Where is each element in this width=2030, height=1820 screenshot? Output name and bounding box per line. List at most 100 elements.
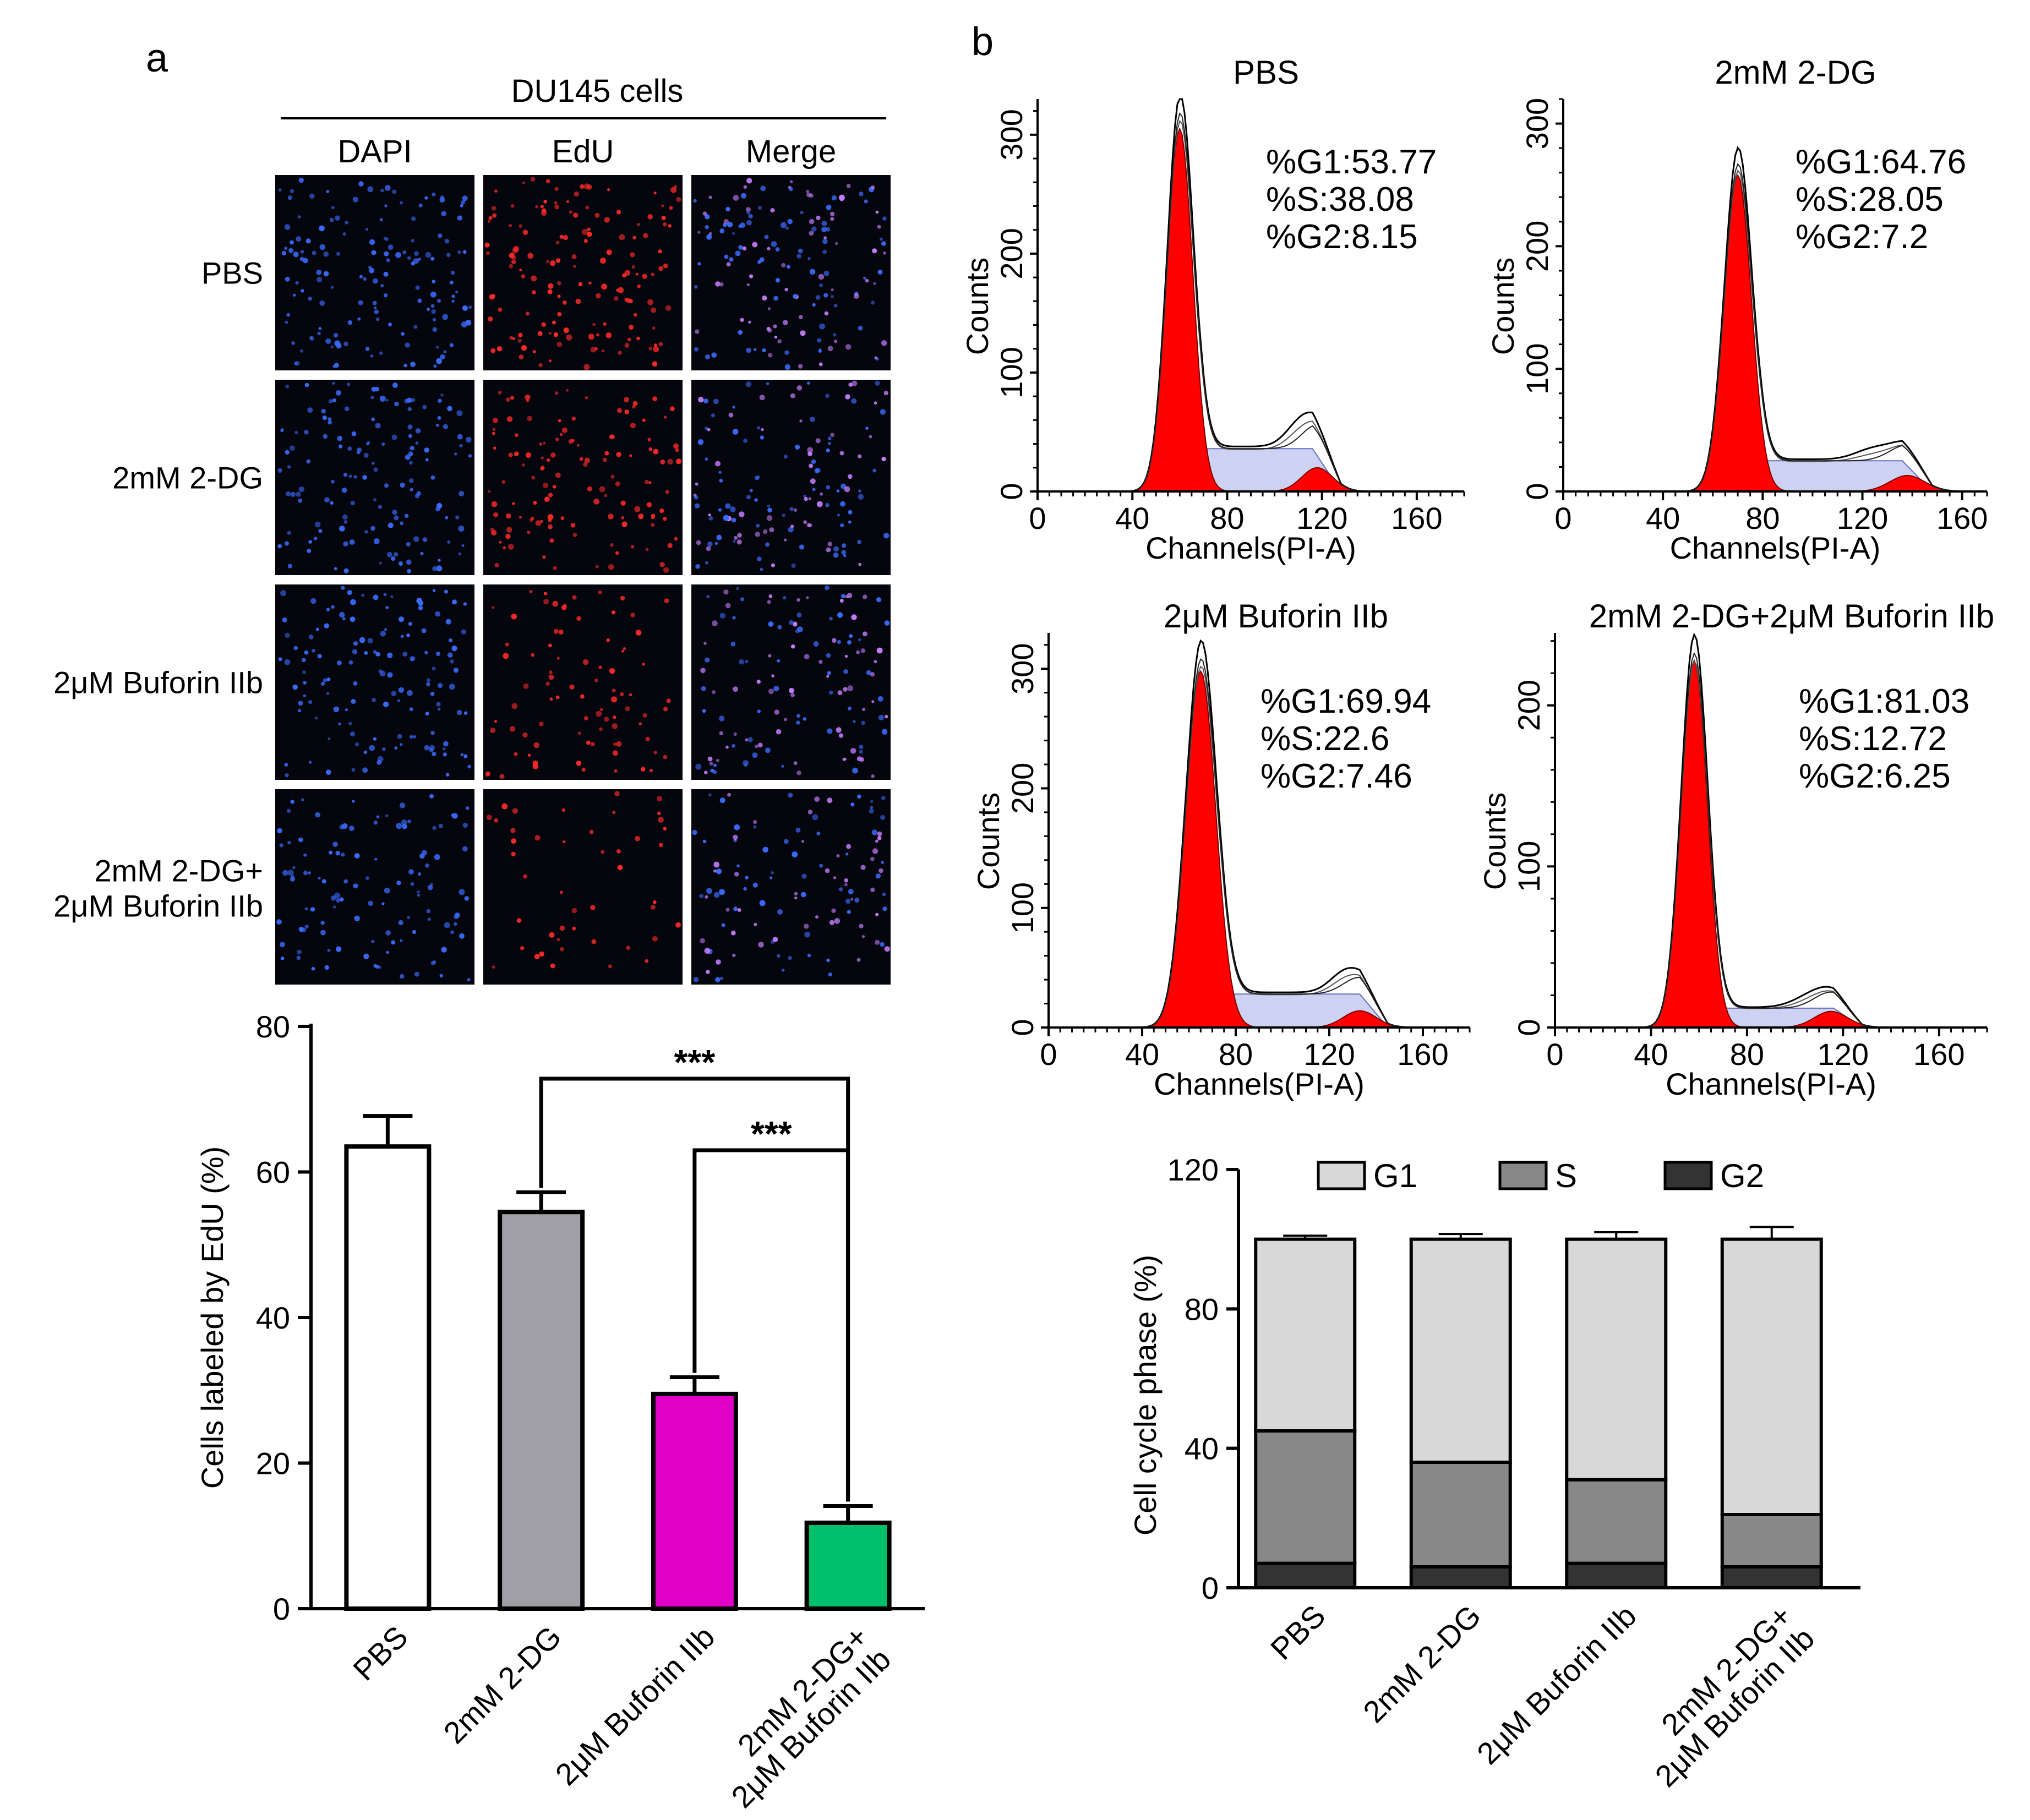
cell-nucleus bbox=[697, 231, 701, 234]
cell-nucleus bbox=[350, 616, 356, 622]
cell-nucleus bbox=[757, 260, 761, 264]
cell-nucleus bbox=[588, 334, 594, 340]
micrograph-background bbox=[275, 380, 474, 575]
cell-nucleus bbox=[319, 300, 325, 306]
cell-nucleus bbox=[591, 939, 597, 944]
cell-nucleus bbox=[804, 654, 810, 659]
cell-nucleus bbox=[408, 869, 414, 875]
cell-nucleus bbox=[312, 649, 315, 653]
cell-nucleus bbox=[405, 342, 410, 348]
cell-nucleus bbox=[379, 351, 383, 356]
cell-nucleus bbox=[506, 527, 512, 533]
cell-nucleus bbox=[745, 381, 752, 387]
cell-nucleus bbox=[441, 947, 447, 953]
cell-nucleus bbox=[447, 406, 452, 412]
cell-nucleus bbox=[368, 900, 373, 906]
cell-nucleus bbox=[385, 185, 391, 191]
x-tick-label-line: 2μM Buforin IIb bbox=[548, 1619, 721, 1792]
cell-nucleus bbox=[554, 187, 559, 191]
cell-nucleus bbox=[592, 323, 596, 326]
cell-nucleus bbox=[572, 533, 577, 537]
cell-nucleus bbox=[760, 435, 765, 440]
cell-nucleus bbox=[459, 933, 465, 939]
cell-nucleus bbox=[755, 745, 758, 748]
cell-nucleus bbox=[400, 743, 403, 746]
cell-nucleus bbox=[402, 250, 407, 255]
cell-nucleus bbox=[407, 256, 411, 260]
cell-nucleus bbox=[462, 822, 468, 828]
cell-nucleus bbox=[826, 448, 830, 452]
cell-nucleus bbox=[694, 347, 699, 352]
cell-nucleus bbox=[293, 646, 298, 651]
cell-nucleus bbox=[725, 206, 730, 212]
cell-nucleus bbox=[398, 920, 403, 926]
cell-nucleus bbox=[762, 846, 768, 853]
cell-nucleus bbox=[705, 457, 708, 461]
cell-nucleus bbox=[715, 977, 721, 982]
cell-nucleus bbox=[287, 195, 292, 200]
cell-nucleus bbox=[797, 626, 803, 632]
cell-nucleus bbox=[822, 249, 827, 254]
cell-nucleus bbox=[875, 210, 879, 214]
cell-nucleus bbox=[651, 523, 655, 527]
cell-nucleus bbox=[788, 527, 794, 533]
cell-nucleus bbox=[583, 716, 588, 721]
cell-nucleus bbox=[547, 289, 553, 294]
cell-nucleus bbox=[635, 835, 640, 841]
cell-nucleus bbox=[369, 239, 375, 245]
cell-nucleus bbox=[315, 627, 319, 631]
cell-nucleus bbox=[830, 294, 834, 298]
cell-nucleus bbox=[323, 678, 328, 683]
legend-label-s: S bbox=[1555, 1157, 1577, 1194]
cell-nucleus bbox=[384, 628, 388, 631]
y-tick-label: 100 bbox=[1520, 343, 1554, 394]
x-tick-label: 40 bbox=[1634, 1037, 1668, 1072]
cell-nucleus bbox=[632, 236, 636, 240]
cell-nucleus bbox=[380, 284, 384, 287]
x-tick-label: 2μM Buforin IIb bbox=[548, 1619, 721, 1792]
cell-nucleus bbox=[746, 495, 751, 500]
cell-nucleus bbox=[467, 764, 471, 769]
cell-nucleus bbox=[809, 218, 815, 225]
cell-nucleus bbox=[566, 200, 569, 203]
cell-nucleus bbox=[791, 644, 795, 649]
cell-nucleus bbox=[733, 686, 738, 692]
cell-nucleus bbox=[775, 247, 780, 252]
cell-nucleus bbox=[710, 768, 714, 773]
cell-nucleus bbox=[397, 734, 402, 739]
cell-nucleus bbox=[821, 226, 827, 233]
cell-nucleus bbox=[620, 595, 625, 601]
cell-nucleus bbox=[614, 791, 620, 796]
cell-nucleus bbox=[847, 685, 854, 691]
cell-nucleus bbox=[461, 200, 466, 205]
micrograph-dapi-row-4 bbox=[275, 789, 474, 985]
cell-nucleus bbox=[568, 439, 574, 444]
cell-nucleus bbox=[847, 910, 851, 914]
stacked-bar-g2-2mm-2-dg bbox=[1409, 1565, 1512, 1589]
cell-nucleus bbox=[390, 595, 394, 599]
cell-nucleus bbox=[713, 869, 717, 873]
cell-nucleus bbox=[555, 241, 560, 245]
cell-nucleus bbox=[549, 697, 553, 701]
cell-nucleus bbox=[696, 540, 701, 545]
cell-nucleus bbox=[651, 516, 654, 520]
cell-nucleus bbox=[407, 916, 411, 919]
cell-nucleus bbox=[346, 382, 351, 386]
cell-nucleus bbox=[806, 192, 811, 198]
cell-nucleus bbox=[386, 258, 390, 263]
cell-nucleus bbox=[359, 275, 363, 278]
cell-nucleus bbox=[714, 892, 720, 898]
cell-nucleus bbox=[355, 742, 359, 747]
cell-nucleus bbox=[702, 709, 706, 713]
cell-nucleus bbox=[732, 744, 735, 748]
cell-nucleus bbox=[451, 299, 455, 303]
cell-nucleus bbox=[749, 274, 754, 278]
cell-nucleus bbox=[424, 651, 428, 654]
panel-a-label: a bbox=[146, 36, 168, 80]
cell-nucleus bbox=[411, 239, 415, 243]
cell-nucleus bbox=[336, 343, 342, 349]
cell-nucleus bbox=[277, 828, 282, 834]
cell-nucleus bbox=[756, 475, 760, 479]
cell-nucleus bbox=[331, 605, 335, 609]
cell-nucleus bbox=[783, 596, 787, 600]
